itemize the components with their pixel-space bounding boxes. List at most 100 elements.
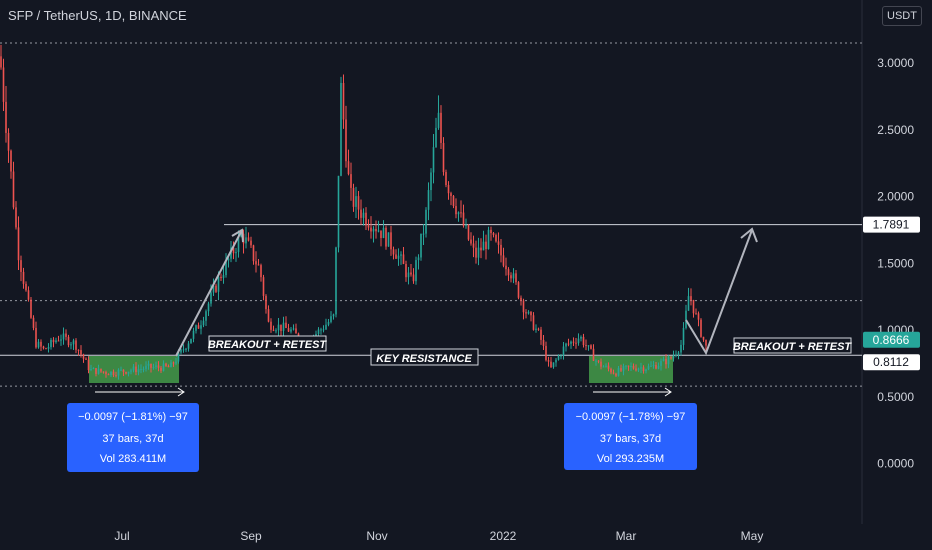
candle-body	[582, 336, 585, 346]
candle-body	[607, 365, 610, 369]
candle-body	[360, 209, 362, 218]
candle-body	[177, 352, 180, 362]
candle-body	[182, 349, 185, 351]
candle-body	[455, 206, 457, 215]
candle-body	[327, 321, 330, 325]
annotation-box	[733, 337, 852, 354]
candle-body	[60, 339, 62, 341]
currency-button[interactable]: USDT	[882, 6, 922, 26]
candle-body	[160, 367, 162, 371]
candle-body	[597, 360, 600, 362]
measure-box-left: −0.0097 (−1.81%) −97 37 bars, 37d Vol 28…	[67, 403, 199, 472]
candle-body	[415, 260, 417, 282]
candle-body	[445, 172, 447, 186]
candles	[0, 44, 707, 380]
candle-body	[457, 212, 460, 215]
candle-body	[295, 328, 297, 334]
candle-body	[255, 261, 257, 265]
y-tick-label: 1.5000	[877, 256, 914, 270]
candle-body	[450, 193, 452, 196]
candle-body	[535, 328, 537, 330]
candle-body	[120, 369, 122, 371]
candle-body	[530, 311, 532, 316]
candle-body	[515, 273, 517, 283]
candle-body	[682, 327, 685, 345]
candle-body	[685, 310, 687, 328]
candle-body	[257, 264, 260, 266]
candle-body	[547, 360, 550, 362]
candle-body	[552, 362, 555, 368]
candle-body	[170, 362, 172, 368]
candle-body	[377, 230, 380, 232]
candle-body	[320, 329, 322, 331]
candle-body	[165, 363, 167, 367]
candle-body	[390, 232, 392, 250]
candle-body	[667, 357, 670, 365]
price-label-text: 0.8666	[873, 333, 910, 347]
candle-body	[697, 313, 700, 320]
y-tick-label: 0.5000	[877, 390, 914, 404]
candle-body	[292, 328, 295, 330]
candle-body	[35, 327, 37, 348]
chart-title: SFP / TetherUS, 1D, BINANCE	[8, 8, 187, 23]
candle-body	[625, 365, 627, 367]
candle-body	[162, 363, 165, 371]
candle-body	[425, 209, 427, 234]
candle-body	[247, 237, 250, 241]
candle-body	[652, 364, 655, 366]
candle-body	[442, 142, 445, 173]
x-axis[interactable]: Jul Sep Nov 2022 Mar May	[114, 529, 763, 543]
candle-body	[127, 371, 130, 374]
candle-body	[355, 196, 357, 207]
candle-body	[205, 311, 207, 321]
y-axis[interactable]: 3.00002.50002.00001.50001.00000.50000.00…	[877, 56, 914, 471]
candle-body	[352, 187, 355, 207]
candle-body	[557, 355, 560, 360]
candle-body	[357, 196, 360, 210]
candle-body	[662, 358, 665, 362]
price-labels: 1.7891 0.8666 0.8112	[863, 216, 920, 371]
candle-body	[500, 244, 502, 256]
candle-body	[542, 339, 545, 346]
candle-body	[197, 325, 200, 329]
candle-body	[460, 212, 462, 214]
candle-body	[525, 312, 527, 314]
candle-body	[275, 330, 277, 332]
candle-body	[687, 296, 690, 311]
candle-body	[125, 371, 127, 374]
candle-body	[20, 260, 22, 272]
measure-change: −0.0097 (−1.78%) −97	[575, 411, 686, 423]
candle-body	[30, 299, 32, 318]
candle-body	[577, 338, 580, 344]
candle-body	[550, 361, 552, 368]
candle-body	[285, 322, 287, 329]
candle-body	[695, 313, 697, 315]
candle-body	[315, 333, 317, 337]
candle-body	[240, 233, 242, 237]
candle-body	[407, 272, 410, 278]
candle-body	[650, 365, 652, 367]
candle-body	[130, 370, 132, 372]
candle-body	[507, 269, 510, 276]
candle-body	[385, 227, 387, 247]
candle-body	[657, 365, 660, 369]
candle-body	[680, 344, 682, 353]
candle-body	[430, 172, 432, 191]
candle-body	[272, 329, 275, 331]
candle-body	[422, 233, 425, 235]
candle-body	[350, 174, 352, 188]
x-tick-label: Mar	[616, 529, 637, 543]
y-tick-label: 2.5000	[877, 123, 914, 137]
candle-body	[485, 241, 487, 250]
candle-body	[140, 368, 142, 370]
candle-body	[235, 252, 237, 254]
candle-body	[227, 258, 230, 261]
candle-body	[95, 368, 97, 374]
candle-body	[190, 338, 192, 344]
candle-body	[12, 171, 15, 208]
candle-body	[380, 230, 382, 239]
candle-body	[260, 265, 262, 278]
annotation-label: BREAKOUT + RETEST	[733, 341, 853, 353]
candle-body	[102, 371, 105, 373]
